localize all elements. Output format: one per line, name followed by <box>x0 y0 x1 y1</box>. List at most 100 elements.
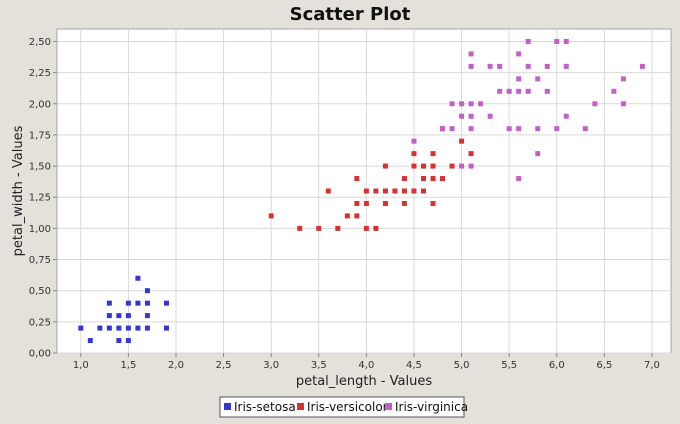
point-iris-virginica <box>535 76 541 82</box>
x-axis-label: petal_length - Values <box>296 374 433 389</box>
x-tick-label: 5,0 <box>454 360 470 371</box>
point-iris-versicolor <box>363 188 369 194</box>
point-iris-versicolor <box>468 151 474 157</box>
point-iris-versicolor <box>335 225 341 231</box>
point-iris-setosa <box>125 313 131 319</box>
point-iris-virginica <box>516 76 522 82</box>
point-iris-versicolor <box>297 225 303 231</box>
legend-marker-iris-setosa <box>224 403 231 410</box>
x-tick-label: 3,5 <box>311 360 327 371</box>
point-iris-virginica <box>487 63 493 69</box>
legend-label-iris-virginica: Iris-virginica <box>395 400 468 414</box>
point-iris-versicolor <box>354 176 360 182</box>
point-iris-virginica <box>516 88 522 94</box>
point-iris-versicolor <box>268 213 274 219</box>
point-iris-setosa <box>163 300 169 306</box>
x-tick-label: 4,5 <box>406 360 422 371</box>
point-iris-virginica <box>554 38 560 44</box>
point-iris-setosa <box>116 325 122 331</box>
point-iris-versicolor <box>392 188 398 194</box>
point-iris-versicolor <box>430 200 436 206</box>
point-iris-setosa <box>125 325 131 331</box>
point-iris-setosa <box>144 325 150 331</box>
point-iris-versicolor <box>363 225 369 231</box>
point-iris-virginica <box>468 101 474 107</box>
x-tick-label: 4,0 <box>358 360 374 371</box>
y-axis-label: petal_width - Values <box>11 125 26 256</box>
point-iris-virginica <box>468 113 474 119</box>
point-iris-versicolor <box>440 176 446 182</box>
point-iris-virginica <box>459 101 465 107</box>
point-iris-virginica <box>506 126 512 132</box>
point-iris-versicolor <box>401 200 407 206</box>
y-tick-label: 0,75 <box>29 255 51 266</box>
point-iris-setosa <box>116 313 122 319</box>
point-iris-versicolor <box>430 163 436 169</box>
point-iris-versicolor <box>420 163 426 169</box>
legend-marker-iris-versicolor <box>297 403 304 410</box>
point-iris-virginica <box>563 113 569 119</box>
y-tick-label: 2,50 <box>29 37 51 48</box>
point-iris-virginica <box>525 63 531 69</box>
y-tick-label: 1,00 <box>29 224 51 235</box>
point-iris-setosa <box>144 313 150 319</box>
point-iris-versicolor <box>459 138 465 144</box>
x-tick-label: 2,5 <box>216 360 232 371</box>
point-iris-virginica <box>516 126 522 132</box>
point-iris-setosa <box>106 300 112 306</box>
axis-ticks: 1,0 1,5 2,0 2,5 3,0 3,5 4,0 4,5 5,0 5,5 6,0 6,5 7,0 0… <box>29 37 660 371</box>
point-iris-virginica <box>639 63 645 69</box>
point-iris-virginica <box>468 51 474 57</box>
point-iris-setosa <box>135 275 141 281</box>
x-tick-label: 1,5 <box>120 360 136 371</box>
point-iris-virginica <box>468 126 474 132</box>
point-iris-versicolor <box>430 176 436 182</box>
y-tick-label: 0,50 <box>29 286 51 297</box>
point-iris-versicolor <box>411 163 417 169</box>
point-iris-setosa <box>97 325 103 331</box>
point-iris-virginica <box>478 101 484 107</box>
point-iris-versicolor <box>325 188 331 194</box>
point-iris-setosa <box>116 338 122 344</box>
point-iris-setosa <box>135 300 141 306</box>
x-tick-label: 1,0 <box>73 360 89 371</box>
point-iris-virginica <box>592 101 598 107</box>
point-iris-virginica <box>544 88 550 94</box>
point-iris-virginica <box>563 38 569 44</box>
y-tick-label: 1,75 <box>29 130 51 141</box>
legend-label-iris-setosa: Iris-setosa <box>234 400 296 414</box>
point-iris-versicolor <box>382 188 388 194</box>
point-iris-virginica <box>516 176 522 182</box>
point-iris-virginica <box>440 126 446 132</box>
x-tick-label: 7,0 <box>644 360 660 371</box>
y-tick-label: 2,00 <box>29 99 51 110</box>
point-iris-setosa <box>135 325 141 331</box>
point-iris-setosa <box>78 325 84 331</box>
point-iris-versicolor <box>401 176 407 182</box>
point-iris-virginica <box>411 138 417 144</box>
point-iris-virginica <box>535 151 541 157</box>
y-tick-label: 0,00 <box>29 349 51 360</box>
point-iris-versicolor <box>382 163 388 169</box>
point-iris-virginica <box>506 88 512 94</box>
point-iris-virginica <box>459 113 465 119</box>
point-iris-virginica <box>620 76 626 82</box>
legend-marker-iris-virginica <box>385 403 392 410</box>
point-iris-setosa <box>106 313 112 319</box>
point-iris-setosa <box>144 300 150 306</box>
point-iris-virginica <box>582 126 588 132</box>
point-iris-virginica <box>611 88 617 94</box>
point-iris-versicolor <box>344 213 350 219</box>
point-iris-virginica <box>449 101 455 107</box>
point-iris-virginica <box>563 63 569 69</box>
point-iris-virginica <box>449 126 455 132</box>
point-iris-versicolor <box>420 176 426 182</box>
point-iris-versicolor <box>401 188 407 194</box>
point-iris-versicolor <box>373 225 379 231</box>
point-iris-versicolor <box>373 188 379 194</box>
chart-title: Scatter Plot <box>290 4 411 25</box>
point-iris-setosa <box>87 338 93 344</box>
point-iris-versicolor <box>411 151 417 157</box>
